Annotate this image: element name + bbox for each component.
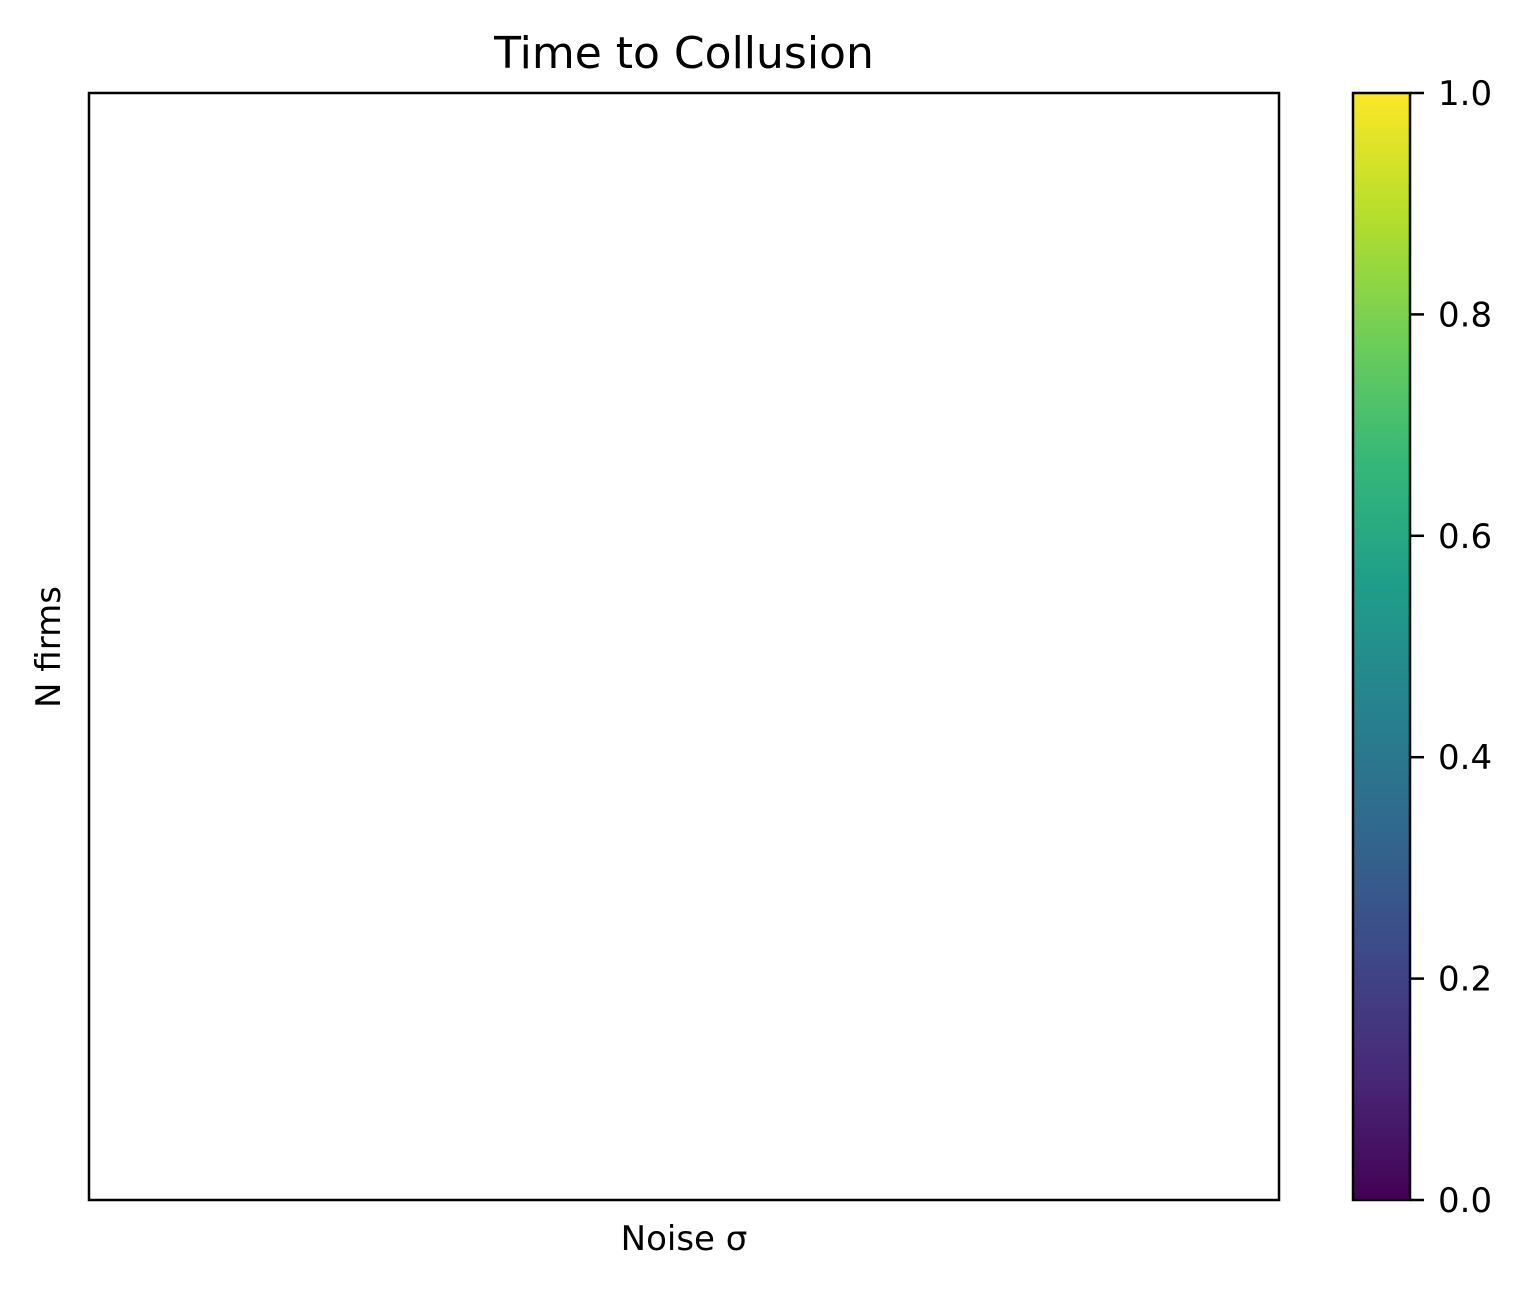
colorbar-tick-label: 1.0 bbox=[1438, 74, 1492, 114]
colorbar-tick-label: 0.2 bbox=[1438, 960, 1492, 1000]
colorbar-tick-label: 0.4 bbox=[1438, 738, 1492, 778]
colorbar-ticks: 0.0 0.2 0.4 0.6 0.8 1.0 bbox=[1410, 74, 1492, 1221]
colorbar-tick-label: 0.8 bbox=[1438, 295, 1492, 335]
x-axis-label: Noise σ bbox=[621, 1219, 748, 1259]
plot-area bbox=[87, 91, 1281, 1202]
colorbar bbox=[1351, 91, 1412, 1202]
colorbar-tick-label: 0.0 bbox=[1438, 1181, 1492, 1221]
colorbar-tick-label: 0.6 bbox=[1438, 517, 1492, 557]
chart-title: Time to Collusion bbox=[493, 28, 874, 79]
y-axis-label: N firms bbox=[29, 586, 69, 708]
